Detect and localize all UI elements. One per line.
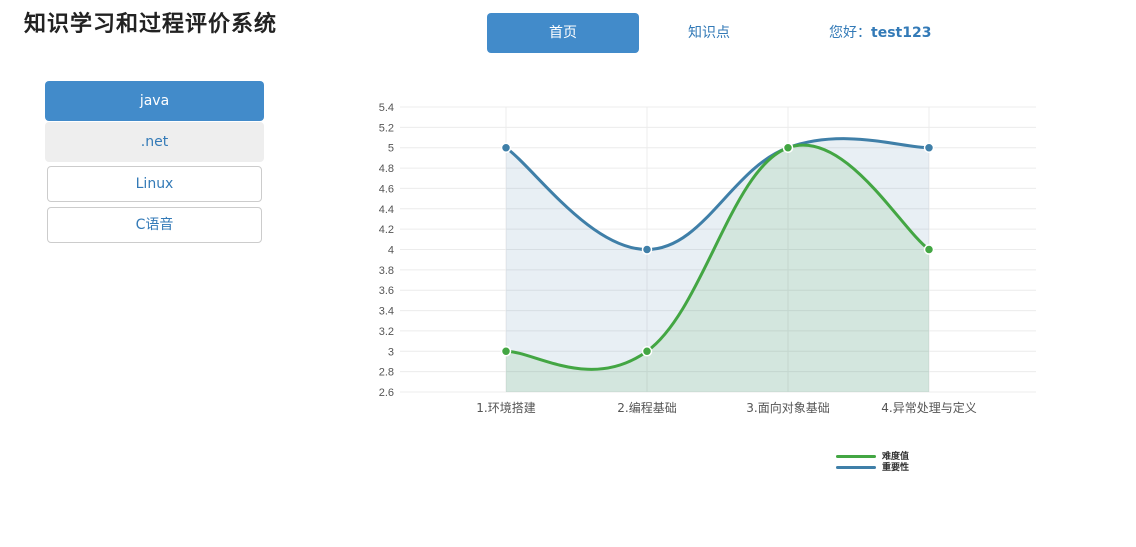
chart-series [500, 137, 935, 392]
greeting-prefix: 您好： [829, 25, 871, 41]
y-tick-label: 4.6 [379, 183, 394, 195]
nav-knowledge-button[interactable]: 知识点 [688, 25, 730, 41]
y-tick-label: 4 [388, 245, 394, 257]
x-tick-label: 1.环境搭建 [476, 400, 535, 415]
y-tick-label: 5.2 [379, 122, 394, 134]
x-axis: 1.环境搭建 2.编程基础 3.面向对象基础 4.异常处理与定义 [476, 400, 976, 415]
username-link[interactable]: test123 [871, 25, 932, 41]
sidebar-item-java[interactable]: java [45, 81, 264, 121]
legend-label-importance: 重要性 [882, 463, 910, 473]
data-point[interactable] [641, 346, 653, 357]
legend-swatch-importance [836, 466, 876, 469]
legend-swatch-difficulty [836, 455, 876, 458]
sidebar-item-c[interactable]: C语音 [47, 207, 262, 243]
data-point[interactable] [923, 142, 935, 153]
sidebar-item-dotnet[interactable]: .net [45, 122, 264, 162]
x-tick-label: 3.面向对象基础 [746, 400, 829, 415]
data-point[interactable] [641, 244, 653, 255]
y-tick-label: 2.8 [379, 367, 394, 379]
legend-item-importance[interactable]: 重要性 [836, 463, 909, 474]
data-point[interactable] [500, 346, 512, 357]
legend-item-difficulty[interactable]: 难度值 [836, 452, 909, 463]
chart-legend: 难度值 重要性 [836, 452, 909, 474]
data-point[interactable] [500, 142, 512, 153]
y-tick-label: 5 [388, 143, 394, 155]
y-tick-label: 4.8 [379, 163, 394, 175]
x-tick-label: 2.编程基础 [617, 400, 676, 415]
x-tick-label: 4.异常处理与定义 [881, 400, 976, 415]
y-tick-label: 3.6 [379, 285, 394, 297]
y-tick-label: 2.6 [379, 387, 394, 399]
app-title: 知识学习和过程评价系统 [24, 11, 278, 37]
course-sidebar: java .net Linux C语音 [45, 81, 264, 248]
y-tick-label: 3.2 [379, 326, 394, 338]
legend-label-difficulty: 难度值 [882, 452, 910, 462]
y-tick-label: 3 [388, 346, 394, 358]
y-axis: 5.4 5.2 5 4.8 4.6 4.4 4.2 4 3.8 3.6 3.4 3.2 3 2.8 2.6 [379, 102, 394, 399]
sidebar-item-linux[interactable]: Linux [47, 166, 262, 202]
knowledge-line-chart: 5.45.254.84.64.44.243.83.63.43.232.82.6 … [379, 102, 1036, 415]
y-tick-label: 3.8 [379, 265, 394, 277]
nav-home-button[interactable]: 首页 [487, 13, 639, 53]
series-area [506, 145, 929, 392]
series-line [505, 137, 930, 252]
y-tick-label: 5.4 [379, 102, 394, 114]
series-area [506, 138, 929, 392]
y-tick-label: 4.2 [379, 224, 394, 236]
user-greeting: 您好：test123 [829, 13, 931, 53]
series-line [505, 143, 930, 371]
data-point[interactable] [782, 142, 794, 153]
y-tick-label: 4.4 [379, 204, 394, 216]
data-point[interactable] [923, 244, 935, 255]
y-tick-label: 3.4 [379, 306, 394, 318]
